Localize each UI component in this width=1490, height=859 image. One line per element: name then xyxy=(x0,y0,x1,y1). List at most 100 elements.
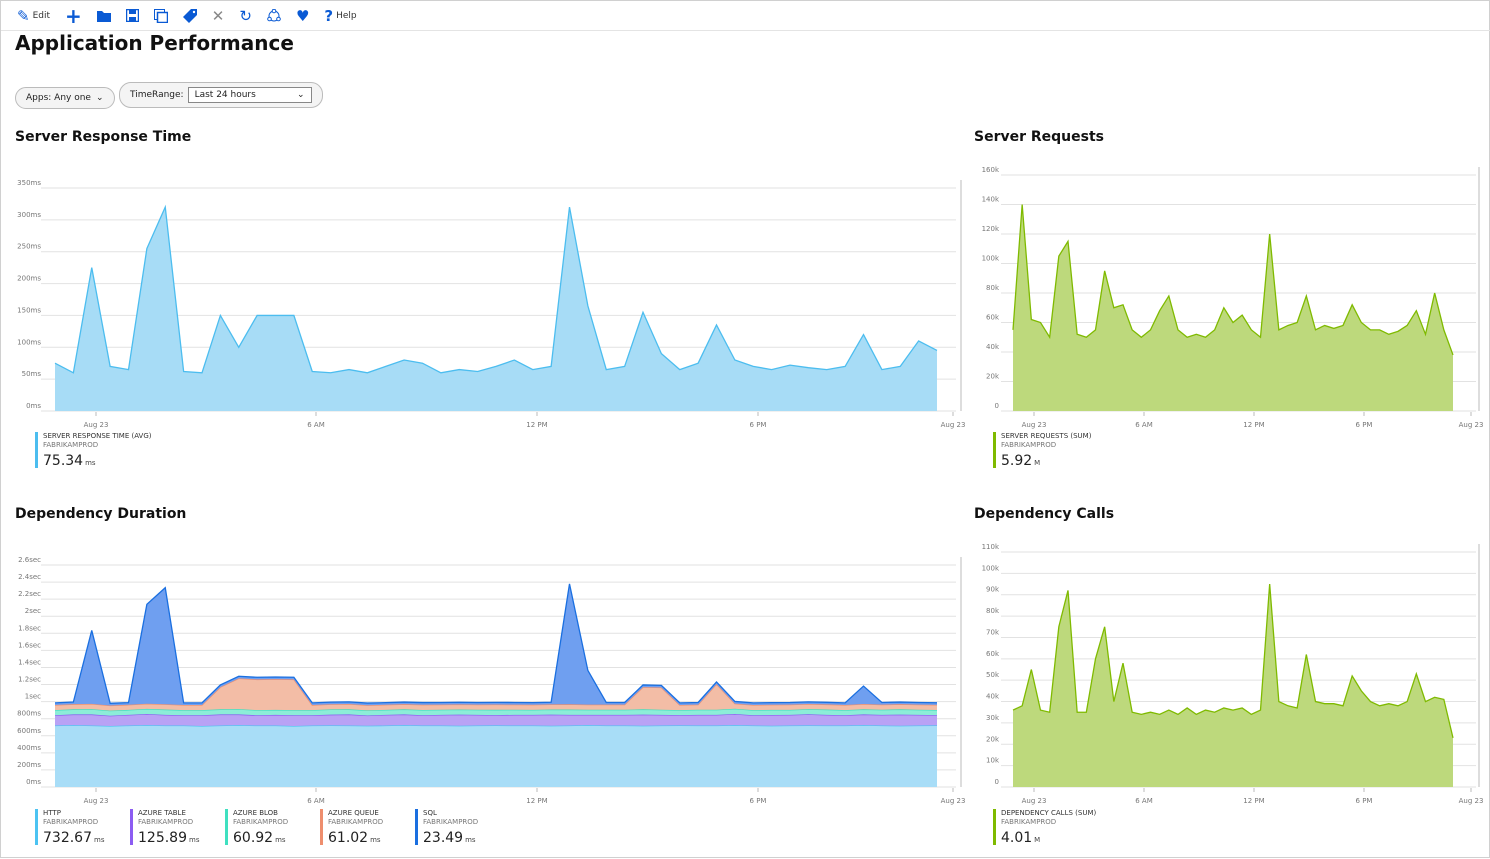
legend-unit: ms xyxy=(189,836,200,844)
legend-source: FABRIKAMPROD xyxy=(43,441,99,449)
x-tick-label: 6 PM xyxy=(750,421,767,429)
timerange-select[interactable]: Last 24 hours ⌄ xyxy=(187,87,312,103)
y-tick-label: 10k xyxy=(986,757,1000,765)
y-tick-label: 30k xyxy=(986,714,1000,722)
legend-value: 23.49 xyxy=(423,830,464,846)
y-tick-label: 50ms xyxy=(22,370,42,378)
page-title: Application Performance xyxy=(15,31,294,55)
legend-name: SERVER REQUESTS (SUM) xyxy=(1001,432,1092,440)
x-tick-label: 6 PM xyxy=(750,797,767,805)
legend-item[interactable]: SERVER REQUESTS (SUM) FABRIKAMPROD 5.92 M xyxy=(993,432,1092,469)
legend-value: 732.67 xyxy=(43,830,92,846)
y-tick-label: 50k xyxy=(986,671,1000,679)
series-line-dependency-calls-sum- xyxy=(1012,583,1454,739)
save-button[interactable] xyxy=(125,1,139,31)
close-icon: ✕ xyxy=(211,6,225,25)
y-tick-label: 100k xyxy=(982,564,1000,572)
y-tick-label: 2.2sec xyxy=(18,590,41,598)
legend-source: FABRIKAMPROD xyxy=(1001,818,1057,826)
legend-value: 5.92 xyxy=(1001,453,1033,469)
legend-source: FABRIKAMPROD xyxy=(328,818,384,826)
y-tick-label: 20k xyxy=(986,735,1000,743)
legend-unit: ms xyxy=(94,836,105,844)
x-tick-label: 6 PM xyxy=(1356,421,1373,429)
y-tick-label: 40k xyxy=(986,693,1000,701)
share-button[interactable] xyxy=(267,1,281,31)
y-tick-label: 160k xyxy=(982,166,1000,174)
y-tick-label: 80k xyxy=(986,607,1000,615)
legend-name: DEPENDENCY CALLS (SUM) xyxy=(1001,809,1097,817)
y-tick-label: 2sec xyxy=(25,607,41,615)
favorite-button[interactable]: ♥ xyxy=(296,1,309,31)
chevron-down-icon: ⌄ xyxy=(95,93,104,103)
timerange-filter: TimeRange: Last 24 hours ⌄ xyxy=(119,82,323,108)
chart-title-server-requests: Server Requests xyxy=(974,129,1104,145)
legend-source: FABRIKAMPROD xyxy=(138,818,194,826)
legend-item[interactable]: SQL FABRIKAMPROD 23.49 ms xyxy=(415,809,479,846)
y-tick-label: 2.6sec xyxy=(18,556,41,564)
series-area-azure-queue xyxy=(55,678,937,711)
save-as-button[interactable] xyxy=(153,1,168,31)
legend-item[interactable]: AZURE QUEUE FABRIKAMPROD 61.02 ms xyxy=(320,809,384,846)
chart-title-dependency-duration: Dependency Duration xyxy=(15,506,187,522)
legend-source: FABRIKAMPROD xyxy=(43,818,99,826)
x-tick-label: Aug 23 xyxy=(1022,421,1047,429)
help-button[interactable]: ? Help xyxy=(324,6,357,25)
y-tick-label: 70k xyxy=(986,628,1000,636)
chevron-down-icon: ⌄ xyxy=(297,90,305,100)
legend-item[interactable]: AZURE BLOB FABRIKAMPROD 60.92 ms xyxy=(225,809,289,846)
refresh-button[interactable]: ↻ xyxy=(239,1,252,31)
series-area-dependency-calls-sum- xyxy=(1013,584,1453,787)
y-tick-label: 1.2sec xyxy=(18,676,41,684)
x-tick-label: Aug 23 xyxy=(941,421,966,429)
legend-name: AZURE BLOB xyxy=(233,809,278,817)
x-tick-label: Aug 23 xyxy=(84,421,109,429)
legend-item[interactable]: AZURE TABLE FABRIKAMPROD 125.89 ms xyxy=(130,809,200,846)
x-tick-label: Aug 23 xyxy=(1459,797,1484,805)
y-tick-label: 100k xyxy=(982,255,1000,263)
x-tick-label: 6 AM xyxy=(307,797,325,805)
legend-item[interactable]: HTTP FABRIKAMPROD 732.67 ms xyxy=(35,809,105,846)
series-line-server-requests-sum- xyxy=(1012,204,1454,356)
y-tick-label: 200ms xyxy=(17,275,41,283)
x-tick-label: 12 PM xyxy=(1243,421,1264,429)
x-tick-label: Aug 23 xyxy=(1022,797,1047,805)
y-tick-label: 1.4sec xyxy=(18,658,41,666)
y-tick-label: 150ms xyxy=(17,306,41,314)
legend-unit: ms xyxy=(275,836,286,844)
legend-value: 61.02 xyxy=(328,830,369,846)
legend-name: HTTP xyxy=(43,809,61,817)
open-button[interactable] xyxy=(96,1,111,31)
legend-name: SERVER RESPONSE TIME (AVG) xyxy=(43,432,152,440)
series-line-sql xyxy=(54,583,938,704)
legend-source: FABRIKAMPROD xyxy=(233,818,289,826)
series-area-sql xyxy=(55,583,937,706)
legend-value: 125.89 xyxy=(138,830,187,846)
discard-button[interactable]: ✕ xyxy=(212,1,225,31)
x-tick-label: 6 AM xyxy=(1135,797,1153,805)
legend-source: FABRIKAMPROD xyxy=(423,818,479,826)
add-button[interactable]: + xyxy=(65,1,82,31)
legend-item[interactable]: DEPENDENCY CALLS (SUM) FABRIKAMPROD 4.01 M xyxy=(993,809,1097,846)
series-area-http xyxy=(55,725,937,787)
apps-filter[interactable]: Apps: Any one ⌄ xyxy=(15,87,115,109)
save-as-icon xyxy=(153,8,168,23)
y-tick-label: 60k xyxy=(986,314,1000,322)
x-tick-label: 12 PM xyxy=(526,797,547,805)
y-tick-label: 90k xyxy=(986,586,1000,594)
series-area-server-response-time-avg- xyxy=(55,207,937,411)
folder-icon xyxy=(96,10,111,22)
x-tick-label: 6 PM xyxy=(1356,797,1373,805)
chart-title-dependency-calls: Dependency Calls xyxy=(974,506,1115,522)
x-tick-label: Aug 23 xyxy=(84,797,109,805)
refresh-icon: ↻ xyxy=(239,6,252,25)
legend-item[interactable]: SERVER RESPONSE TIME (AVG) FABRIKAMPROD 75… xyxy=(35,432,152,469)
series-line-server-response-time-avg- xyxy=(54,204,938,374)
edit-button[interactable]: ✎ Edit xyxy=(17,6,51,25)
share-icon xyxy=(267,9,281,22)
heart-icon: ♥ xyxy=(295,6,310,25)
tag-button[interactable] xyxy=(182,1,197,31)
series-area-azure-table xyxy=(55,713,937,726)
legend-name: SQL xyxy=(423,809,437,817)
